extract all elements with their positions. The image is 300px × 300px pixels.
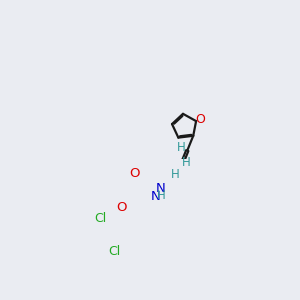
Text: H: H [171, 168, 180, 181]
Text: Cl: Cl [109, 245, 121, 259]
Text: O: O [129, 167, 140, 180]
Text: N: N [155, 182, 165, 195]
Text: H: H [182, 156, 191, 169]
Text: Cl: Cl [94, 212, 107, 225]
Text: H: H [157, 188, 166, 202]
Text: O: O [195, 113, 205, 126]
Text: O: O [116, 201, 127, 214]
Text: H: H [176, 141, 185, 154]
Text: N: N [151, 190, 161, 202]
